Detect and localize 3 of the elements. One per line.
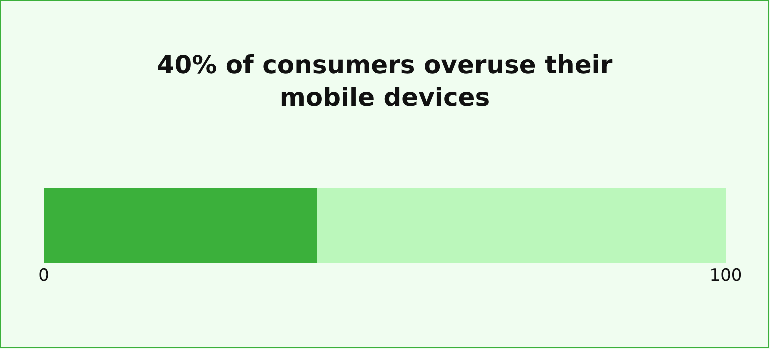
x-tick-label: 0	[38, 266, 50, 286]
x-tick-label: 100	[710, 266, 742, 286]
chart-title: 40% of consumers overuse their mobile devices	[157, 50, 614, 112]
